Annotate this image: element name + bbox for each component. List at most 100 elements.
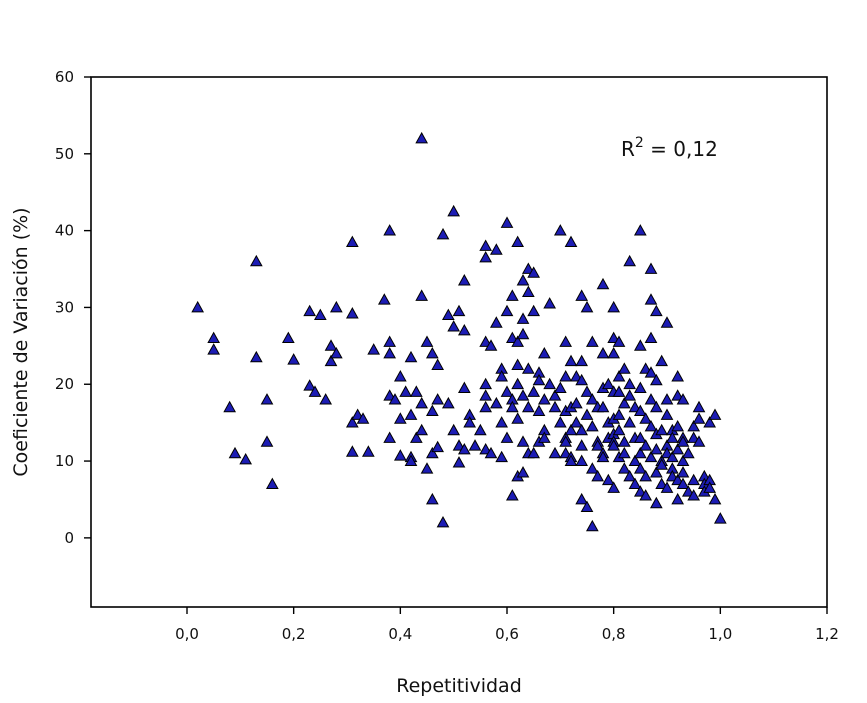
data-point (649, 496, 663, 509)
data-point (703, 416, 717, 428)
data-point (415, 396, 429, 409)
data-point (639, 412, 653, 424)
data-point (569, 370, 583, 382)
data-point (537, 393, 551, 405)
data-point (585, 335, 599, 347)
data-point (345, 445, 359, 457)
data-point (580, 300, 594, 313)
data-point (260, 435, 274, 447)
data-point (489, 316, 503, 328)
y-tick-labels: 0 10 20 30 40 50 60 (55, 68, 74, 547)
data-point (623, 377, 637, 390)
data-point (351, 408, 365, 420)
data-point (345, 416, 359, 428)
data-point (452, 456, 466, 468)
data-point (564, 354, 578, 367)
data-point (660, 408, 674, 420)
data-point (537, 431, 551, 443)
data-point (639, 439, 653, 451)
x-tick-label: 1,2 (815, 625, 839, 643)
data-point (511, 358, 525, 370)
data-point (345, 307, 359, 319)
data-point (612, 423, 626, 436)
data-point (623, 254, 637, 267)
data-point (527, 446, 541, 459)
data-point (575, 373, 589, 386)
data-point (649, 373, 663, 386)
y-tick-label: 60 (55, 68, 74, 86)
data-point (207, 331, 221, 344)
data-point (623, 469, 637, 482)
data-point (239, 452, 253, 465)
data-point (543, 297, 557, 309)
data-point (655, 458, 669, 470)
y-axis-title: Coeficiente de Variación (%) (10, 207, 32, 476)
data-point (681, 485, 695, 497)
data-point (409, 385, 423, 397)
data-point (543, 377, 557, 390)
data-point (521, 262, 535, 274)
data-point (441, 308, 455, 321)
data-point (265, 477, 279, 490)
data-point (404, 350, 418, 363)
tick-marks (84, 76, 828, 614)
data-point (548, 400, 562, 413)
data-point (303, 304, 317, 317)
data-points (191, 131, 727, 532)
data-point (527, 385, 541, 397)
data-point (511, 335, 525, 347)
data-point (404, 408, 418, 420)
x-tick-label: 1,0 (708, 625, 732, 643)
data-point (553, 416, 567, 428)
data-point (447, 204, 461, 217)
data-point (500, 216, 514, 228)
data-point (633, 462, 647, 474)
data-point (575, 423, 589, 436)
data-point (415, 289, 429, 301)
data-point (665, 469, 679, 482)
data-point (207, 343, 221, 355)
data-point (713, 512, 727, 524)
data-point (623, 416, 637, 428)
data-point (505, 489, 519, 501)
data-point (495, 370, 509, 382)
data-point (516, 312, 530, 324)
data-point (308, 385, 322, 397)
data-point (644, 262, 658, 274)
data-point (431, 440, 445, 453)
data-point (692, 435, 706, 447)
data-point (249, 350, 263, 363)
data-point (575, 439, 589, 451)
data-point (329, 346, 343, 359)
data-point (447, 320, 461, 332)
data-point (655, 423, 669, 436)
data-point (676, 466, 690, 478)
data-point (671, 473, 685, 486)
data-point (580, 500, 594, 513)
data-point (575, 492, 589, 505)
data-point (644, 366, 658, 378)
data-point (564, 423, 578, 436)
data-point (479, 443, 493, 455)
data-point (596, 450, 610, 463)
data-point (607, 346, 621, 359)
data-point (521, 400, 535, 413)
data-point (553, 381, 567, 393)
data-point (617, 362, 631, 374)
x-tick-labels: 0,0 0,2 0,4 0,6 0,8 1,0 1,2 (175, 625, 839, 643)
data-point (281, 331, 295, 344)
data-point (511, 235, 525, 248)
r-squared-base: R (621, 137, 635, 161)
x-tick-label: 0,2 (282, 625, 306, 643)
data-point (601, 473, 615, 486)
data-point (383, 389, 397, 401)
data-point (607, 300, 621, 313)
data-point (548, 389, 562, 401)
data-point (676, 435, 690, 447)
data-point (479, 250, 493, 263)
data-point (617, 435, 631, 447)
data-point (425, 492, 439, 505)
data-point (521, 362, 535, 374)
data-point (660, 481, 674, 493)
data-point (665, 431, 679, 443)
